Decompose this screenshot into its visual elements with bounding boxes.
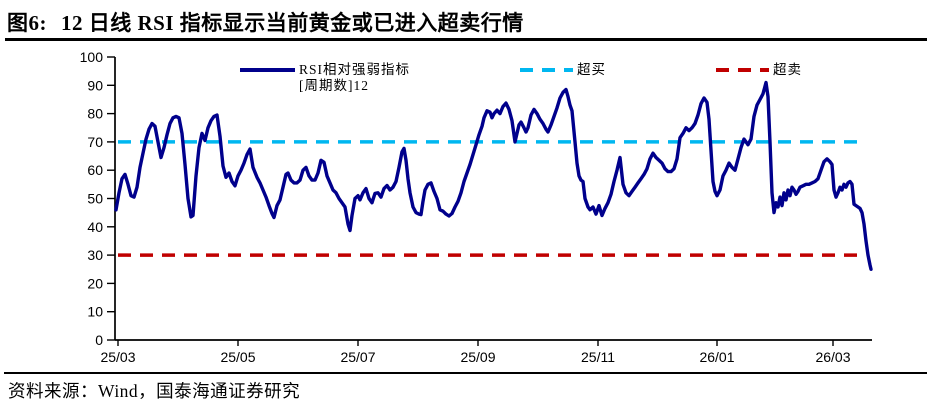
oversold-line-swatch	[716, 68, 769, 72]
rsi-line-swatch	[240, 68, 295, 72]
x-tick-label: 25/09	[460, 349, 495, 365]
rsi-chart-canvas: 0 10 20 30 40 50 60 70 80 90 100 25/03 25/05 25/07 25/…	[80, 49, 873, 365]
x-tick-label: 25/03	[100, 349, 135, 365]
y-tick-label: 60	[87, 162, 103, 178]
legend-label-oversold: 超卖	[773, 62, 802, 77]
legend-item-rsi: RSI相对强弱指标 [周期数]12	[240, 62, 410, 94]
y-tick-label: 40	[87, 219, 103, 235]
x-tick-label: 25/11	[581, 349, 615, 365]
x-tick-label: 25/07	[340, 349, 375, 365]
y-tick-label: 50	[87, 191, 103, 207]
legend-item-oversold: 超卖	[716, 62, 802, 78]
legend-label-rsi: RSI相对强弱指标 [周期数]12	[299, 62, 411, 93]
footer-divider	[4, 372, 927, 374]
figure-number: 图6:	[7, 11, 47, 35]
legend-item-overbought: 超买	[520, 62, 606, 78]
y-tick-label: 100	[80, 49, 104, 65]
legend-label-overbought: 超买	[577, 62, 606, 77]
y-tick-label: 70	[87, 134, 103, 150]
y-tick-label: 0	[95, 332, 103, 348]
figure-title: 图6: 12 日线 RSI 指标显示当前黄金或已进入超卖行情	[7, 7, 524, 37]
x-tick-label: 26/03	[815, 349, 850, 365]
source-note: 资料来源：Wind，国泰海通证券研究	[8, 381, 301, 401]
x-tick-label: 25/05	[220, 349, 255, 365]
y-tick-label: 30	[87, 247, 103, 263]
title-underline	[5, 38, 927, 41]
y-tick-label: 80	[87, 106, 103, 122]
figure-title-text: 12 日线 RSI 指标显示当前黄金或已进入超卖行情	[61, 11, 524, 35]
y-tick-label: 90	[87, 77, 103, 93]
overbought-line-swatch	[520, 68, 573, 72]
y-tick-label: 20	[87, 275, 103, 291]
rsi-series-line	[114, 80, 873, 271]
y-tick-label: 10	[87, 304, 103, 320]
x-tick-label: 26/01	[699, 349, 734, 365]
